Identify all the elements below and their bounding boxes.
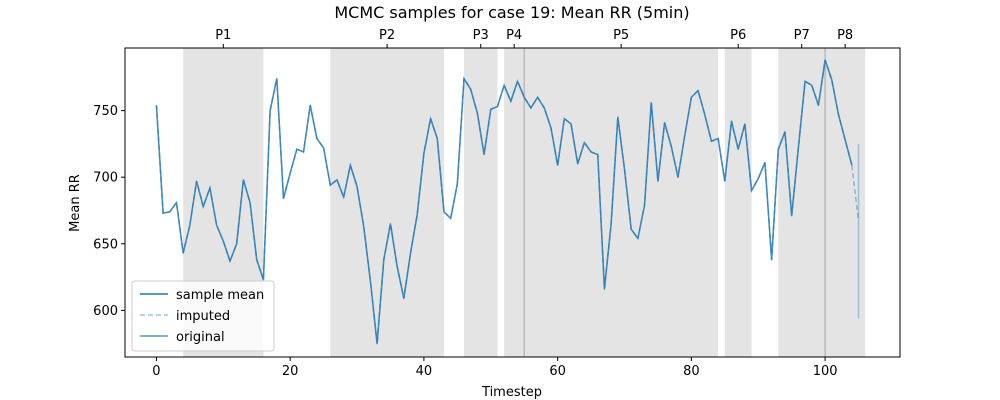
x-tick-label: 100 [813,364,838,379]
x-axis-label: Timestep [481,385,542,400]
period-shade-p2 [330,48,444,357]
legend-label-sample-mean: sample mean [176,288,264,303]
y-axis-ticks: 600 650 700 750 [93,104,125,319]
y-tick-label: 600 [93,304,118,319]
legend-label-original: original [176,330,225,345]
x-axis-ticks: 0 20 40 60 80 100 [152,357,838,379]
period-label-p1: P1 [215,28,231,43]
plot-frame [124,47,901,358]
x-tick-label: 0 [152,364,160,379]
vertical-markers [523,48,826,357]
period-label-p4: P4 [506,28,522,43]
series-line-original [155,59,853,345]
legend-box [131,280,275,352]
period-shade-p3 [464,48,498,357]
period-label-p3: P3 [473,28,489,43]
x-tick-label: 80 [683,364,700,379]
period-shade-p8 [825,48,866,357]
period-label-p2: P2 [379,28,395,43]
period-label-p6: P6 [730,28,746,43]
series-lines [155,59,860,345]
legend: sample mean imputed original [131,280,275,352]
period-shade-p6 [724,48,752,357]
period-label-p5: P5 [613,28,629,43]
period-shade-p4 [504,48,525,357]
period-label-p8: P8 [837,28,853,43]
y-tick-label: 750 [93,104,118,119]
period-shading [183,48,866,357]
period-labels: P1 P2 P3 P4 P5 P6 P7 P8 [215,28,853,48]
legend-label-imputed: imputed [176,309,230,324]
period-shade-p7 [778,48,826,357]
series-line-imputed-extension [851,165,860,222]
chart-title: MCMC samples for case 19: Mean RR (5min) [334,3,689,22]
x-tick-label: 40 [416,364,433,379]
x-tick-label: 20 [282,364,299,379]
period-label-p7: P7 [794,28,810,43]
x-tick-label: 60 [549,364,566,379]
y-tick-label: 650 [93,237,118,252]
y-axis-label: Mean RR [68,174,83,232]
period-shade-p5 [524,48,719,357]
y-tick-label: 700 [93,171,118,186]
